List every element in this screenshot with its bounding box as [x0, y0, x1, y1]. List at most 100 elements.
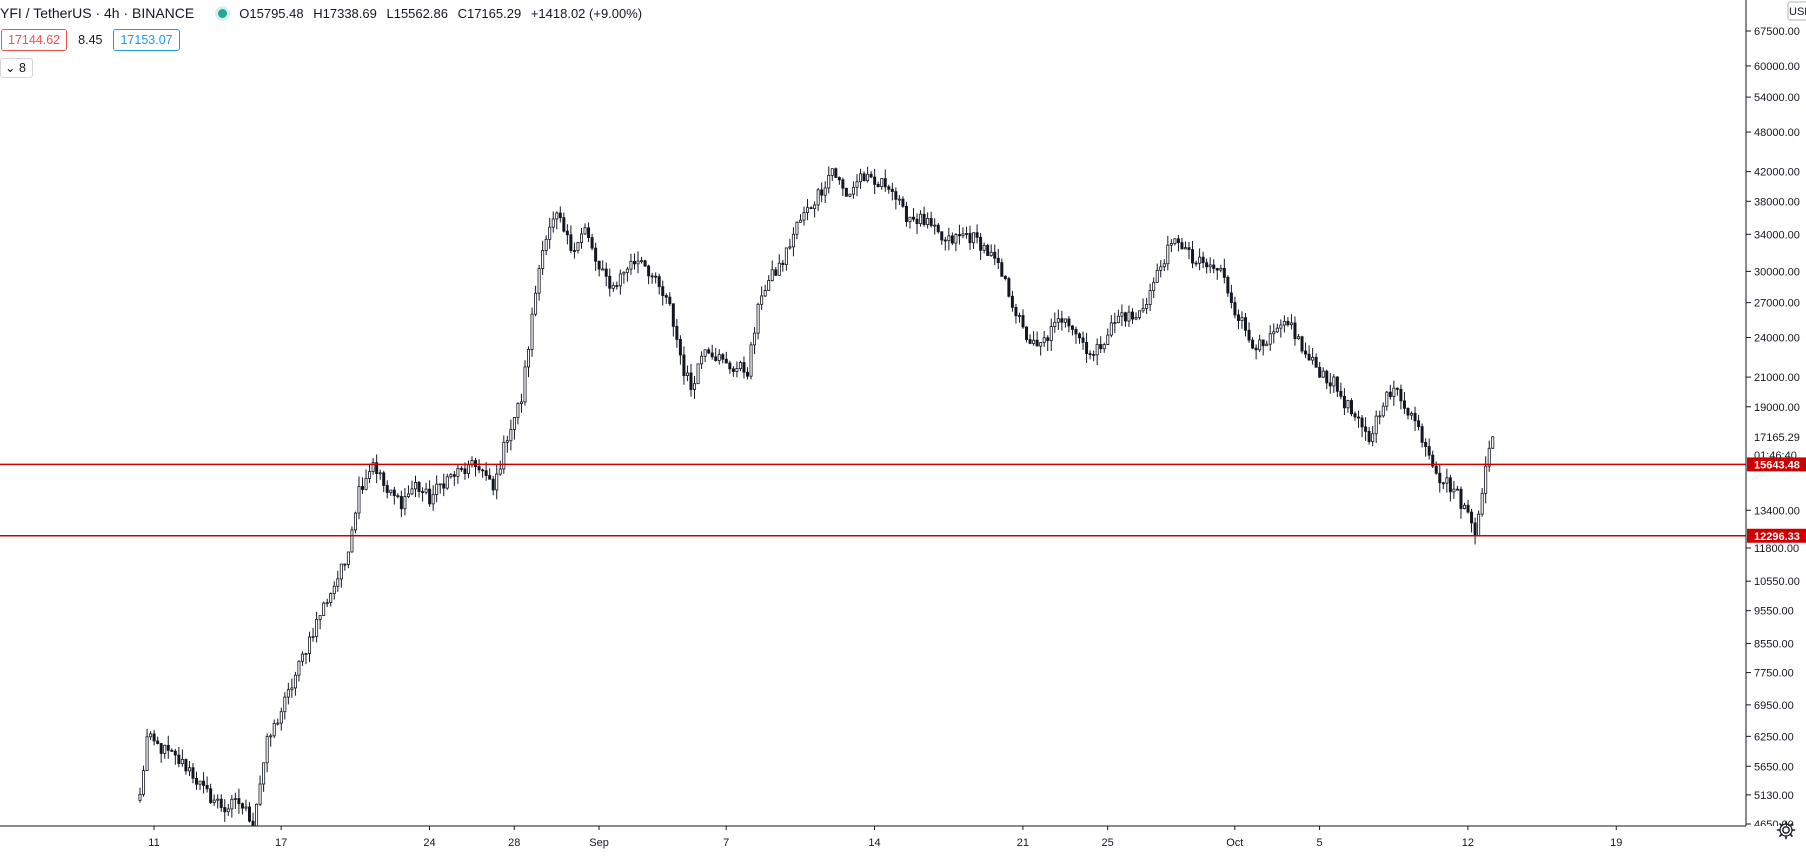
candle — [1222, 258, 1226, 284]
candle — [177, 747, 181, 768]
sell-price-button[interactable]: 17144.62 — [1, 29, 68, 51]
candle — [1399, 384, 1403, 410]
low-label: L — [386, 5, 394, 21]
candle — [219, 794, 223, 812]
candle — [498, 460, 502, 476]
candle — [576, 241, 580, 254]
candle — [159, 743, 163, 763]
candle — [717, 349, 721, 365]
candle — [1417, 414, 1421, 431]
candle — [682, 346, 686, 385]
candle — [491, 476, 495, 496]
candle — [339, 563, 343, 588]
candle — [809, 206, 813, 210]
candle — [908, 216, 912, 229]
x-tick-label: 14 — [868, 837, 880, 849]
open-value: 15795.48 — [249, 5, 304, 21]
y-tick-label: 48000.00 — [1754, 127, 1800, 139]
candle — [1000, 258, 1004, 277]
candle — [1318, 361, 1322, 379]
candle — [530, 307, 534, 357]
candle — [551, 211, 555, 233]
candle — [1208, 257, 1212, 274]
candle — [1251, 337, 1255, 350]
candle — [537, 264, 541, 301]
candle — [300, 651, 304, 666]
candle — [700, 351, 704, 369]
candle — [802, 206, 806, 226]
candle — [636, 251, 640, 274]
candle — [643, 259, 647, 267]
candle — [1025, 326, 1029, 343]
candle — [590, 233, 594, 251]
candle — [1240, 311, 1244, 329]
candle — [618, 269, 622, 295]
candle — [346, 551, 350, 569]
candle — [1385, 390, 1389, 411]
candle — [788, 238, 792, 250]
candle — [883, 169, 887, 192]
candle — [862, 171, 866, 182]
candle — [519, 393, 523, 413]
candle — [1406, 407, 1410, 420]
candle — [1427, 438, 1431, 460]
symbol-title[interactable]: YFI / TetherUS · 4h · BINANCE — [0, 5, 195, 21]
y-tick-label: 5650.00 — [1754, 761, 1794, 773]
candle — [1286, 317, 1290, 327]
candle — [1152, 277, 1156, 299]
candle — [1378, 410, 1382, 425]
candle — [1448, 474, 1452, 502]
candle — [184, 758, 188, 775]
candle — [760, 286, 764, 310]
candle — [371, 458, 375, 475]
candle — [424, 482, 428, 495]
candle — [601, 260, 605, 271]
candle — [933, 218, 937, 235]
candle — [855, 174, 859, 197]
buy-price-button[interactable]: 17153.07 — [113, 29, 180, 51]
candle — [1244, 313, 1248, 337]
candle — [1374, 410, 1378, 444]
candle — [1339, 382, 1343, 400]
candle — [604, 262, 608, 287]
x-tick-label: 25 — [1102, 837, 1114, 849]
candle — [1438, 464, 1442, 493]
candle — [791, 227, 795, 257]
candle — [774, 266, 778, 276]
candle — [364, 469, 368, 491]
candle — [1392, 380, 1396, 406]
candle — [163, 744, 167, 759]
candle — [350, 526, 354, 553]
candle — [463, 462, 467, 480]
candle — [1268, 325, 1272, 351]
candle — [781, 259, 785, 272]
candle — [608, 268, 612, 297]
candle — [481, 468, 485, 478]
candle — [318, 615, 322, 630]
candle — [1321, 367, 1325, 378]
y-tick-label: 54000.00 — [1754, 92, 1800, 104]
candle — [841, 177, 845, 196]
candle — [262, 762, 266, 792]
candle — [1205, 258, 1209, 274]
candle — [1311, 347, 1315, 365]
candle — [1459, 486, 1463, 519]
candle — [1367, 426, 1371, 445]
candle — [714, 348, 718, 362]
y-tick-label: 8550.00 — [1754, 638, 1794, 650]
candle — [212, 794, 216, 806]
candle — [671, 303, 675, 337]
x-tick-label: Sep — [589, 837, 609, 849]
candle — [929, 211, 933, 228]
candle — [202, 772, 206, 794]
candle — [770, 260, 774, 282]
gear-icon[interactable] — [1776, 820, 1796, 840]
candle — [403, 488, 407, 516]
candle — [1191, 240, 1195, 269]
indicators-toggle[interactable]: ⌄ 8 — [0, 58, 33, 78]
candle — [851, 181, 855, 199]
candle — [279, 707, 283, 731]
candle — [357, 476, 361, 520]
candle — [572, 242, 576, 259]
